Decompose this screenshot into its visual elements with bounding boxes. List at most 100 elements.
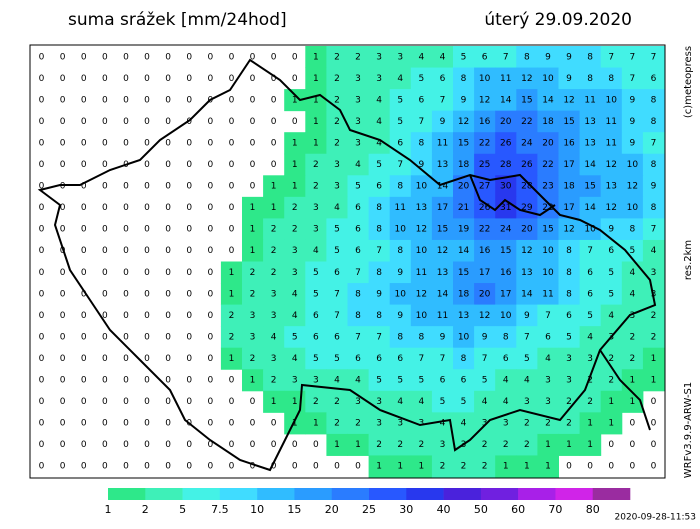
cell-value: 2 (629, 354, 635, 364)
precip-cell (347, 153, 370, 176)
cell-value: 12 (458, 117, 469, 127)
cell-value: 0 (123, 95, 129, 105)
cell-value: 6 (587, 268, 593, 278)
cell-value: 6 (313, 332, 319, 342)
cell-value: 17 (500, 289, 511, 299)
precip-cell (453, 347, 475, 370)
cell-value: 0 (102, 74, 108, 84)
cell-value: 4 (503, 376, 509, 386)
precip-cell (431, 455, 454, 478)
cell-value: 0 (165, 354, 171, 364)
cell-value: 8 (376, 311, 382, 321)
cell-value: 8 (397, 332, 403, 342)
cell-value: 8 (355, 289, 361, 299)
precip-cell (389, 390, 412, 413)
precip-cell (347, 132, 370, 155)
precip-cell (474, 412, 496, 435)
precip-cell (410, 239, 433, 262)
precip-cell (579, 153, 602, 176)
cell-value: 0 (81, 52, 87, 62)
cell-value: 10 (395, 289, 407, 299)
precip-cell (263, 196, 285, 219)
cell-value: 5 (376, 376, 382, 386)
cell-value: 1 (545, 462, 551, 472)
cell-value: 14 (584, 160, 596, 170)
precip-cell (263, 390, 285, 413)
cell-value: 4 (292, 354, 298, 364)
precip-cell (516, 369, 538, 392)
cell-value: 21 (458, 203, 469, 213)
model: WRFv3.9.9-ARW-S1 (683, 382, 694, 479)
cell-value: 1 (587, 440, 593, 450)
precip-cell (495, 390, 517, 413)
cell-value: 3 (313, 225, 319, 235)
cell-value: 0 (271, 440, 277, 450)
precip-cell (474, 132, 496, 155)
cell-value: 5 (292, 332, 298, 342)
cell-value: 0 (229, 462, 235, 472)
legend-label: 70 (548, 503, 562, 516)
cell-value: 0 (186, 117, 192, 127)
cell-value: 4 (587, 332, 593, 342)
cell-value: 2 (292, 225, 298, 235)
cell-value: 1 (313, 74, 319, 84)
cell-value: 28 (500, 160, 512, 170)
cell-value: 26 (479, 203, 491, 213)
cell-value: 3 (355, 397, 361, 407)
cell-value: 7 (482, 354, 488, 364)
cell-value: 3 (482, 419, 488, 429)
precip-cell (305, 304, 327, 327)
cell-value: 4 (440, 52, 446, 62)
precip-cell (326, 304, 348, 327)
cell-value: 22 (479, 138, 490, 148)
cell-value: 4 (482, 397, 488, 407)
cell-value: 7 (629, 74, 635, 84)
cell-value: 0 (186, 354, 192, 364)
precip-cell (389, 132, 412, 155)
precip-cell (410, 326, 433, 349)
cell-value: 10 (584, 225, 596, 235)
cell-value: 0 (60, 138, 66, 148)
cell-value: 5 (566, 332, 572, 342)
cell-value: 6 (608, 246, 614, 256)
cell-value: 0 (144, 440, 150, 450)
cell-value: 0 (165, 311, 171, 321)
cell-value: 2 (545, 419, 551, 429)
precip-cell (453, 412, 475, 435)
cell-value: 5 (313, 289, 319, 299)
cell-value: 0 (102, 332, 108, 342)
cell-value: 2 (334, 117, 340, 127)
cell-value: 0 (651, 397, 657, 407)
precip-cell (558, 89, 581, 112)
cell-value: 8 (418, 138, 424, 148)
cell-value: 1 (250, 225, 256, 235)
legend-swatch (145, 488, 183, 500)
cell-value: 6 (313, 311, 319, 321)
precip-cell (537, 261, 559, 284)
cell-value: 0 (250, 440, 256, 450)
cell-value: 11 (395, 203, 406, 213)
cell-value: 0 (39, 138, 45, 148)
cell-value: 0 (207, 52, 213, 62)
legend-swatch (443, 488, 482, 500)
precip-cell (474, 347, 496, 370)
cell-value: 0 (165, 95, 171, 105)
precip-cell (558, 369, 581, 392)
cell-value: 0 (186, 376, 192, 386)
cell-value: 24 (500, 225, 512, 235)
precip-cell (368, 433, 391, 456)
cell-value: 5 (334, 246, 340, 256)
cell-value: 1 (608, 397, 614, 407)
cell-value: 1 (250, 376, 256, 386)
precip-cell (642, 218, 665, 241)
precip-cell (368, 67, 391, 90)
precip-cell (326, 196, 348, 219)
cell-value: 0 (102, 138, 108, 148)
cell-value: 10 (416, 182, 428, 192)
cell-value: 10 (395, 225, 407, 235)
cell-value: 0 (651, 462, 657, 472)
precip-cell (389, 304, 412, 327)
cell-value: 3 (292, 268, 298, 278)
cell-value: 0 (81, 332, 87, 342)
precip-cell (368, 239, 391, 262)
